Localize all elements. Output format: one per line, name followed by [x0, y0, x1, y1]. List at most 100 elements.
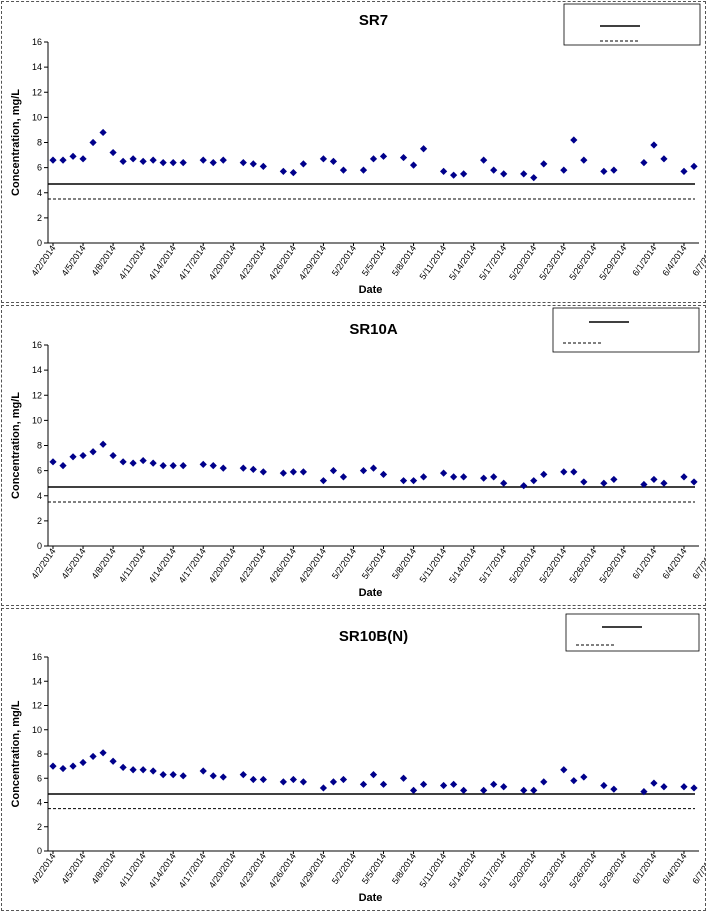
- data-point: [580, 478, 588, 486]
- y-tick-label: 16: [32, 37, 42, 47]
- data-point: [159, 159, 167, 167]
- x-tick-label: 4/23/2014: [237, 546, 268, 585]
- x-tick-label: 5/26/2014: [567, 851, 598, 890]
- x-tick-label: 5/20/2014: [507, 243, 538, 282]
- data-point: [149, 767, 157, 775]
- data-point: [69, 762, 77, 770]
- x-tick-label: 5/23/2014: [537, 851, 568, 890]
- data-point: [339, 473, 348, 481]
- data-point: [179, 772, 187, 780]
- data-point: [249, 465, 257, 473]
- data-point: [99, 749, 107, 757]
- data-point: [279, 778, 287, 786]
- x-tick-label: 6/7/2014: [690, 851, 705, 885]
- data-point: [680, 473, 688, 481]
- data-point: [399, 153, 408, 162]
- x-tick-label: 5/5/2014: [360, 546, 388, 580]
- data-point: [79, 758, 87, 767]
- data-point: [169, 159, 177, 167]
- data-point: [199, 156, 207, 164]
- data-point: [560, 166, 568, 174]
- data-point: [530, 477, 538, 485]
- data-point: [379, 780, 388, 788]
- data-point: [480, 474, 488, 482]
- data-point: [279, 167, 287, 175]
- data-point: [680, 783, 688, 791]
- data-point: [480, 156, 488, 164]
- x-tick-label: 6/7/2014: [690, 243, 705, 277]
- x-axis-title: Date: [359, 892, 383, 904]
- data-point: [119, 763, 127, 771]
- x-tick-label: 4/26/2014: [267, 243, 298, 282]
- x-tick-label: 5/23/2014: [537, 243, 568, 282]
- data-point: [69, 152, 77, 160]
- data-point: [119, 458, 127, 466]
- data-point: [259, 162, 267, 170]
- data-point: [359, 166, 368, 174]
- data-point: [490, 473, 498, 481]
- data-point: [490, 780, 498, 788]
- x-tick-label: 5/29/2014: [597, 546, 628, 585]
- x-tick-label: 5/8/2014: [390, 851, 418, 885]
- y-tick-label: 4: [37, 188, 42, 198]
- data-point: [650, 779, 658, 787]
- data-point: [239, 159, 247, 167]
- data-point: [409, 786, 418, 794]
- y-tick-label: 14: [32, 62, 42, 72]
- data-point: [570, 777, 578, 785]
- x-tick-label: 4/11/2014: [117, 243, 148, 281]
- data-point: [179, 159, 187, 167]
- x-tick-label: 4/2/2014: [29, 851, 57, 885]
- x-tick-label: 4/26/2014: [267, 851, 298, 890]
- y-tick-label: 2: [37, 213, 42, 223]
- x-tick-label: 4/17/2014: [177, 546, 208, 585]
- data-point: [359, 780, 368, 788]
- data-point: [89, 138, 97, 147]
- y-axis-title: Concentration, mg/L: [10, 700, 22, 807]
- data-point: [640, 159, 648, 167]
- data-point: [99, 440, 107, 448]
- chart-title: SR10B(N): [339, 628, 408, 645]
- x-tick-label: 5/26/2014: [567, 243, 598, 282]
- data-point: [319, 155, 328, 163]
- data-point: [139, 157, 147, 165]
- data-point: [369, 464, 378, 472]
- data-point: [199, 460, 207, 468]
- x-tick-label: 5/5/2014: [360, 851, 388, 885]
- data-point: [319, 784, 328, 792]
- y-tick-label: 6: [37, 466, 42, 476]
- data-point: [329, 467, 338, 475]
- x-tick-label: 4/5/2014: [59, 243, 87, 277]
- x-tick-label: 6/1/2014: [630, 546, 658, 580]
- data-point: [530, 174, 538, 182]
- x-tick-label: 4/23/2014: [237, 851, 268, 890]
- data-point: [79, 451, 87, 460]
- x-axis-title: Date: [359, 284, 383, 296]
- data-point: [580, 156, 588, 164]
- x-tick-label: 4/5/2014: [59, 851, 87, 885]
- data-point: [159, 771, 167, 779]
- data-point: [520, 786, 528, 794]
- data-point: [259, 775, 267, 784]
- x-tick-label: 5/23/2014: [537, 546, 568, 585]
- data-point: [219, 156, 227, 164]
- data-point: [339, 166, 348, 174]
- data-point: [49, 458, 57, 466]
- data-point: [520, 170, 528, 178]
- x-tick-label: 5/14/2014: [447, 851, 478, 890]
- data-point: [440, 781, 448, 790]
- data-point: [219, 464, 227, 472]
- data-point: [329, 778, 338, 786]
- data-point: [59, 156, 67, 164]
- data-point: [359, 467, 368, 475]
- data-point: [259, 468, 267, 476]
- x-tick-label: 5/20/2014: [507, 546, 538, 585]
- data-point: [690, 784, 698, 792]
- data-point: [520, 482, 528, 490]
- x-tick-label: 4/14/2014: [147, 851, 178, 890]
- x-axis-title: Date: [359, 587, 383, 599]
- x-tick-label: 5/2/2014: [330, 243, 358, 277]
- data-point: [419, 145, 428, 153]
- x-tick-label: 6/1/2014: [630, 851, 658, 885]
- data-point: [129, 459, 137, 467]
